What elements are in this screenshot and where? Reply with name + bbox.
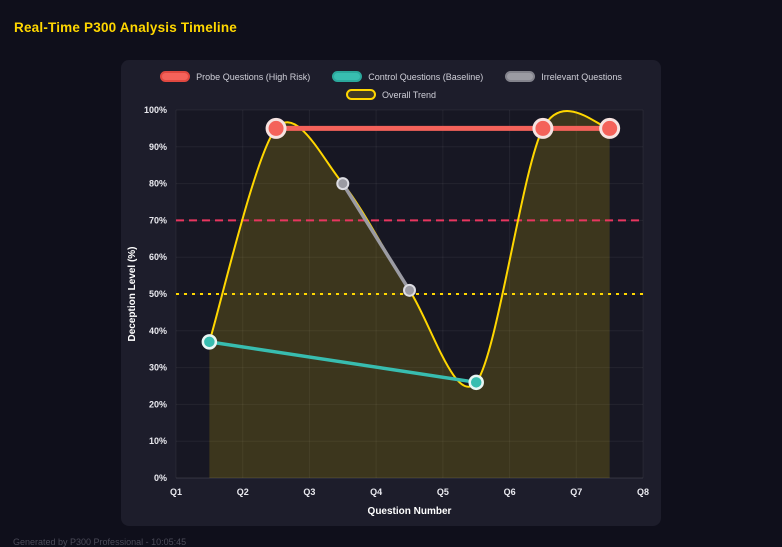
y-tick-label: 30% (149, 363, 167, 373)
legend-label-control: Control Questions (Baseline) (368, 71, 484, 82)
irrelevant-marker[interactable] (336, 177, 350, 191)
control-marker[interactable] (201, 334, 218, 350)
legend-item-irrelevant[interactable]: Irrelevant Questions (505, 71, 622, 82)
x-tick-label: Q6 (504, 487, 516, 497)
page-title: Real-Time P300 Analysis Timeline (14, 20, 238, 35)
legend-swatch-trend (345, 89, 376, 100)
legend-item-control[interactable]: Control Questions (Baseline) (332, 71, 483, 82)
y-axis-title: Deception Level (%) (127, 246, 138, 341)
chart-legend: Probe Questions (High Risk) Control Quest… (121, 71, 661, 100)
chart-canvas[interactable]: 0% 10% 20% 30% 40% 50% 60% 70% 80% 90% 100% Q1 Q2 Q3 Q… (121, 60, 661, 526)
legend-label-irrelevant: Irrelevant Questions (541, 71, 622, 82)
x-axis-title: Question Number (368, 506, 452, 517)
legend-swatch-probe (160, 71, 191, 82)
y-tick-label: 60% (149, 252, 167, 262)
irrelevant-line (341, 181, 412, 293)
x-tick-label: Q3 (303, 487, 315, 497)
probe-marker[interactable] (265, 117, 287, 139)
legend-swatch-control (332, 71, 363, 82)
legend-row-1: Probe Questions (High Risk) Control Quest… (121, 71, 661, 82)
y-tick-label: 90% (149, 142, 167, 152)
y-tick-label: 50% (149, 289, 167, 299)
y-tick-label: 70% (149, 215, 167, 225)
legend-item-trend[interactable]: Overall Trend (345, 89, 437, 100)
x-tick-label: Q5 (437, 487, 449, 497)
legend-label-trend: Overall Trend (381, 89, 437, 100)
legend-item-probe[interactable]: Probe Questions (High Risk) (160, 71, 310, 82)
y-tick-label: 80% (149, 179, 167, 189)
probe-marker[interactable] (599, 117, 621, 139)
legend-row-2: Overall Trend (121, 89, 661, 100)
y-tick-label: 0% (154, 473, 167, 483)
probe-marker[interactable] (532, 117, 554, 139)
x-tick-label: Q1 (170, 487, 182, 497)
control-marker[interactable] (468, 374, 484, 391)
x-tick-label: Q2 (237, 487, 249, 497)
legend-label-probe: Probe Questions (High Risk) (196, 71, 311, 82)
legend-swatch-irrelevant (505, 71, 536, 82)
x-tick-label: Q8 (637, 487, 649, 497)
y-tick-label: 20% (149, 399, 167, 409)
y-tick-label: 40% (149, 326, 167, 336)
y-tick-label: 10% (149, 436, 167, 446)
control-line (207, 340, 478, 385)
chart-panel: 0% 10% 20% 30% 40% 50% 60% 70% 80% 90% 100% Q1 Q2 Q3 Q… (121, 60, 661, 526)
irrelevant-marker[interactable] (403, 283, 416, 297)
footer-note: Generated by P300 Professional - 10:05:4… (13, 537, 187, 547)
x-tick-label: Q4 (370, 487, 382, 497)
x-tick-label: Q7 (570, 487, 582, 497)
y-tick-label: 100% (144, 105, 167, 115)
